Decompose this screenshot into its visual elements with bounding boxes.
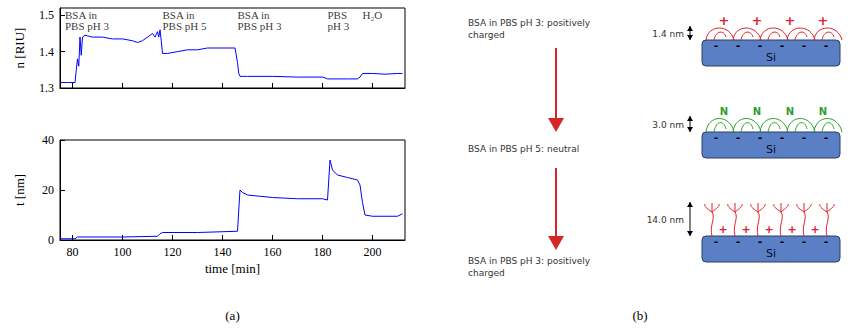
- svg-text:H₂O: H₂O: [363, 9, 383, 21]
- svg-text:-: -: [758, 39, 763, 52]
- svg-text:BSA in PBS pH 3: positivelycha: BSA in PBS pH 3: positivelycharged: [468, 256, 591, 278]
- svg-text:-: -: [736, 131, 741, 144]
- svg-text:-: -: [736, 235, 741, 248]
- svg-text:t [nm]: t [nm]: [12, 174, 27, 206]
- svg-text:-: -: [758, 131, 763, 144]
- svg-text:Si: Si: [766, 51, 776, 64]
- svg-text:3.0 nm: 3.0 nm: [652, 120, 684, 130]
- svg-text:N: N: [753, 106, 761, 117]
- svg-text:PBS pH 3: PBS pH 3: [238, 20, 283, 32]
- svg-text:1.5: 1.5: [39, 8, 54, 22]
- svg-text:-: -: [802, 235, 807, 248]
- svg-text:200: 200: [364, 245, 382, 259]
- svg-text:40: 40: [42, 133, 54, 147]
- svg-text:+: +: [787, 223, 796, 236]
- svg-text:100: 100: [114, 245, 132, 259]
- svg-text:20: 20: [42, 183, 54, 197]
- svg-text:0: 0: [48, 233, 54, 247]
- html-text:(a): (a): [225, 308, 240, 323]
- svg-text:Si: Si: [766, 143, 776, 156]
- svg-text:+: +: [764, 223, 773, 236]
- svg-text:BSA in: BSA in: [237, 8, 270, 21]
- svg-text:BSA in PBS pH 5: neutral: BSA in PBS pH 5: neutral: [468, 144, 579, 154]
- svg-text:-: -: [714, 235, 719, 248]
- svg-text:-: -: [802, 39, 807, 52]
- svg-text:N: N: [819, 106, 827, 117]
- svg-text:160: 160: [264, 245, 282, 259]
- svg-text:-: -: [780, 131, 785, 144]
- html-text:(b): (b): [632, 308, 648, 323]
- svg-text:time [min]: time [min]: [205, 261, 260, 276]
- svg-text:1.4 nm: 1.4 nm: [652, 29, 684, 39]
- svg-text:N: N: [786, 106, 794, 117]
- svg-text:1.4: 1.4: [39, 45, 54, 59]
- svg-text:pH 3: pH 3: [328, 20, 350, 32]
- svg-text:+: +: [741, 223, 750, 236]
- svg-text:BSA in: BSA in: [162, 8, 195, 21]
- svg-text:n [RIU]: n [RIU]: [12, 28, 27, 69]
- svg-text:+: +: [718, 223, 727, 236]
- svg-text:PBS pH 5: PBS pH 5: [163, 20, 208, 32]
- svg-text:+: +: [752, 13, 763, 28]
- svg-text:+: +: [785, 13, 796, 28]
- svg-text:BSA in PBS pH 3: positivelycha: BSA in PBS pH 3: positivelycharged: [468, 18, 591, 40]
- svg-text:140: 140: [214, 245, 232, 259]
- svg-text:-: -: [824, 39, 829, 52]
- svg-text:N: N: [720, 106, 728, 117]
- svg-text:14.0 nm: 14.0 nm: [647, 215, 684, 225]
- svg-text:BSA in: BSA in: [65, 8, 98, 21]
- svg-text:180: 180: [314, 245, 332, 259]
- svg-text:120: 120: [164, 245, 182, 259]
- svg-text:PBS: PBS: [327, 8, 348, 21]
- svg-text:PBS pH 3: PBS pH 3: [65, 20, 110, 32]
- svg-text:+: +: [810, 223, 819, 236]
- svg-text:+: +: [818, 13, 829, 28]
- svg-text:-: -: [714, 39, 719, 52]
- svg-text:-: -: [714, 131, 719, 144]
- svg-text:-: -: [780, 235, 785, 248]
- svg-text:1.3: 1.3: [39, 81, 54, 95]
- svg-text:-: -: [758, 235, 763, 248]
- svg-text:-: -: [824, 235, 829, 248]
- svg-text:-: -: [824, 131, 829, 144]
- svg-text:80: 80: [67, 245, 79, 259]
- svg-text:+: +: [719, 13, 730, 28]
- svg-text:-: -: [802, 131, 807, 144]
- svg-text:Si: Si: [766, 247, 776, 260]
- svg-text:-: -: [780, 39, 785, 52]
- svg-text:-: -: [736, 39, 741, 52]
